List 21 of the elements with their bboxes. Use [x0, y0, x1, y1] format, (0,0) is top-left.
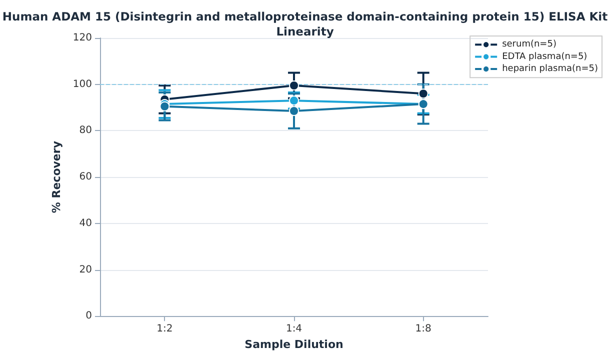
x-axis-title: Sample Dilution	[244, 338, 344, 351]
x-tick-label: 1:8	[415, 324, 432, 335]
legend-label: serum(n=5)	[502, 40, 556, 50]
point	[289, 96, 299, 106]
point	[418, 88, 428, 99]
legend-label: heparin plasma(n=5)	[502, 64, 598, 74]
chart-title: Human ADAM 15 (Disintegrin and metalloproteinase domain-containing protein 15) ELISA Kit	[2, 10, 608, 24]
point	[289, 80, 299, 91]
y-tick-label: 40	[79, 218, 92, 229]
y-tick-label: 0	[86, 310, 92, 322]
y-tick-label: 60	[79, 172, 92, 183]
y-tick-label: 80	[79, 125, 92, 136]
y-tick-label: 100	[72, 78, 92, 90]
legend-label: EDTA plasma(n=5)	[502, 52, 588, 62]
y-tick-label: 120	[72, 32, 92, 44]
x-tick-label: 1:4	[286, 324, 302, 335]
point	[289, 106, 299, 116]
y-tick-label: 20	[79, 264, 92, 276]
x-tick-label: 1:2	[156, 324, 173, 335]
y-axis-title: % Recovery	[50, 141, 63, 214]
chart-subtitle: Linearity	[276, 24, 334, 38]
